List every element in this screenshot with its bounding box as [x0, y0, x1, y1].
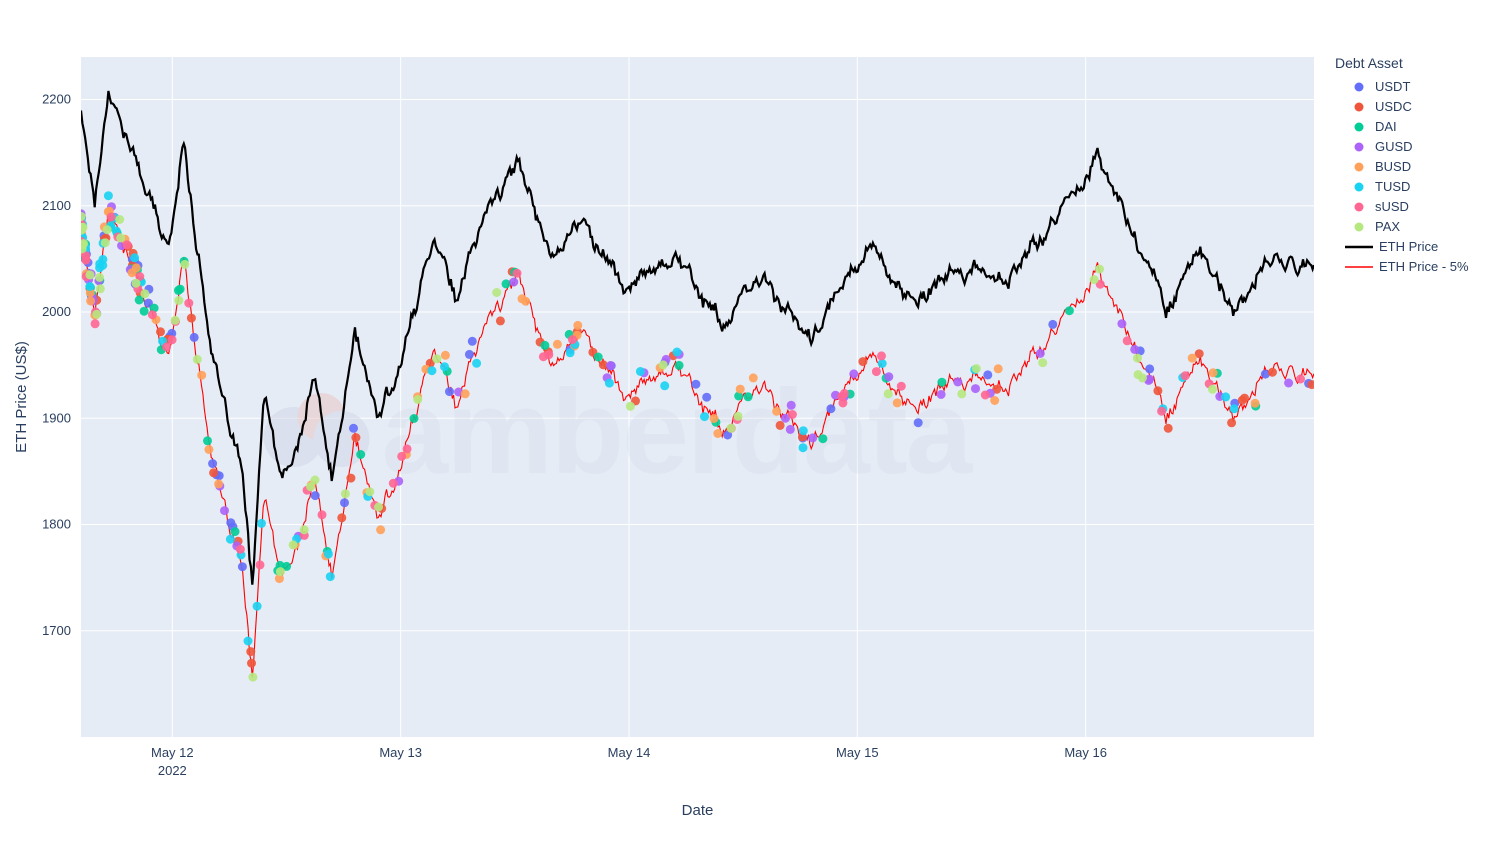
y-tick-label: 2100 [42, 198, 71, 213]
legend-item[interactable]: TUSD [1355, 179, 1411, 194]
legend-title: Debt Asset [1335, 55, 1403, 71]
y-tick-label: 1800 [42, 517, 71, 532]
y-axis-title: ETH Price (US$) [13, 341, 30, 453]
legend-label: USDC [1375, 99, 1412, 114]
watermark-text: amberdata [382, 365, 974, 499]
legend-label: GUSD [1375, 139, 1413, 154]
x-tick-label: May 13 [379, 745, 422, 760]
x-axis-ticks: May 12 May 13 May 14 May 15 May 16 2022 [151, 745, 1107, 778]
y-tick-label: 1700 [42, 623, 71, 638]
legend-item[interactable]: BUSD [1355, 159, 1412, 174]
x-tick-label: May 14 [608, 745, 651, 760]
y-tick-label: 1900 [42, 410, 71, 425]
legend-label: USDT [1375, 79, 1410, 94]
x-axis-title: Date [682, 802, 714, 819]
y-tick-label: 2200 [42, 92, 71, 107]
legend-item[interactable]: ETH Price - 5% [1345, 259, 1469, 274]
y-tick-label: 2000 [42, 304, 71, 319]
chart-svg: amberdata May 12 May 13 May 14 May 15 May 16 2… [0, 0, 1510, 845]
legend-marker-icon [1355, 103, 1364, 112]
legend-marker-icon [1355, 83, 1364, 92]
legend-item[interactable]: ETH Price [1345, 239, 1438, 254]
legend-marker-icon [1355, 203, 1364, 212]
legend-item[interactable]: DAI [1355, 119, 1397, 134]
legend-label: ETH Price [1379, 239, 1438, 254]
x-tick-label: May 15 [836, 745, 879, 760]
legend-label: BUSD [1375, 159, 1411, 174]
legend-label: PAX [1375, 219, 1400, 234]
x-tick-subtitle: 2022 [158, 763, 187, 778]
legend-item[interactable]: PAX [1355, 219, 1401, 234]
legend-item[interactable]: GUSD [1355, 139, 1413, 154]
legend-label: ETH Price - 5% [1379, 259, 1469, 274]
legend-label: sUSD [1375, 199, 1409, 214]
legend-item[interactable]: USDC [1355, 99, 1412, 114]
legend-marker-icon [1355, 163, 1364, 172]
x-tick-label: May 16 [1064, 745, 1107, 760]
x-tick-label: May 12 [151, 745, 194, 760]
legend-marker-icon [1355, 123, 1364, 132]
legend-marker-icon [1355, 143, 1364, 152]
legend-label: TUSD [1375, 179, 1410, 194]
legend-label: DAI [1375, 119, 1397, 134]
y-axis-ticks: 1700 1800 1900 2000 2100 2200 [42, 92, 71, 638]
legend-marker-icon [1355, 183, 1364, 192]
legend: Debt Asset USDT USDC DAI GUSD BUSD TUSD sUSD PAX… [1335, 55, 1469, 274]
legend-item[interactable]: sUSD [1355, 199, 1409, 214]
legend-marker-icon [1355, 223, 1364, 232]
chart-container: amberdata May 12 May 13 May 14 May 15 May 16 2… [0, 0, 1510, 845]
legend-item[interactable]: USDT [1355, 79, 1411, 94]
